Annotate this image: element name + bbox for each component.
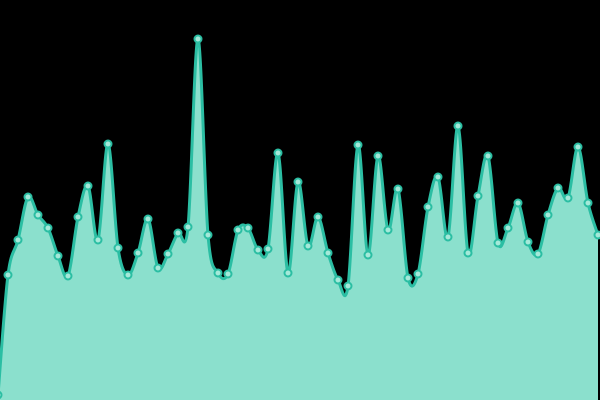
data-point-marker xyxy=(433,172,443,182)
data-point-marker xyxy=(173,228,183,238)
data-point-marker xyxy=(263,244,273,254)
data-point-marker xyxy=(273,148,283,158)
data-point-marker xyxy=(403,273,413,283)
data-point-marker xyxy=(103,139,113,149)
data-point-marker xyxy=(383,225,393,235)
data-point-marker xyxy=(503,223,513,233)
data-point-marker xyxy=(463,248,473,258)
data-point-marker xyxy=(443,232,453,242)
data-point-marker xyxy=(153,263,163,273)
data-point-marker xyxy=(213,268,223,278)
data-point-marker xyxy=(163,249,173,259)
data-point-marker xyxy=(43,223,53,233)
data-point-marker xyxy=(373,151,383,161)
data-point-marker xyxy=(13,235,23,245)
data-point-marker xyxy=(253,245,263,255)
data-point-marker xyxy=(113,243,123,253)
data-point-marker xyxy=(363,250,373,260)
data-point-marker xyxy=(353,140,363,150)
data-point-marker xyxy=(73,212,83,222)
data-point-marker xyxy=(563,193,573,203)
data-point-marker xyxy=(533,249,543,259)
data-point-marker xyxy=(93,235,103,245)
data-point-marker xyxy=(243,223,253,233)
data-point-marker xyxy=(423,202,433,212)
data-point-marker xyxy=(53,251,63,261)
data-point-marker xyxy=(583,198,593,208)
data-point-marker xyxy=(413,269,423,279)
data-point-marker xyxy=(143,214,153,224)
data-point-marker xyxy=(193,34,203,44)
data-point-marker xyxy=(543,210,553,220)
data-point-marker xyxy=(233,225,243,235)
data-point-markers xyxy=(0,34,600,400)
data-point-marker xyxy=(183,222,193,232)
data-point-marker xyxy=(293,177,303,187)
data-point-marker xyxy=(553,183,563,193)
data-point-marker xyxy=(483,151,493,161)
data-point-marker xyxy=(323,248,333,258)
data-point-marker xyxy=(23,192,33,202)
data-point-marker xyxy=(83,181,93,191)
data-point-marker xyxy=(223,269,233,279)
data-point-marker xyxy=(63,271,73,281)
data-point-marker xyxy=(203,230,213,240)
data-point-marker xyxy=(313,212,323,222)
data-point-marker xyxy=(133,248,143,258)
data-point-marker xyxy=(333,275,343,285)
data-point-marker xyxy=(33,210,43,220)
area-fill-path xyxy=(0,38,598,400)
data-point-marker xyxy=(343,281,353,291)
data-point-marker xyxy=(283,268,293,278)
data-point-marker xyxy=(393,184,403,194)
data-point-marker xyxy=(573,142,583,152)
data-point-marker xyxy=(303,241,313,251)
data-point-marker xyxy=(123,270,133,280)
data-point-marker xyxy=(593,230,600,240)
data-point-marker xyxy=(523,237,533,247)
data-point-marker xyxy=(473,191,483,201)
data-point-marker xyxy=(513,198,523,208)
data-point-marker xyxy=(3,270,13,280)
data-point-marker xyxy=(493,238,503,248)
data-point-marker xyxy=(0,390,3,400)
data-point-marker xyxy=(453,121,463,131)
